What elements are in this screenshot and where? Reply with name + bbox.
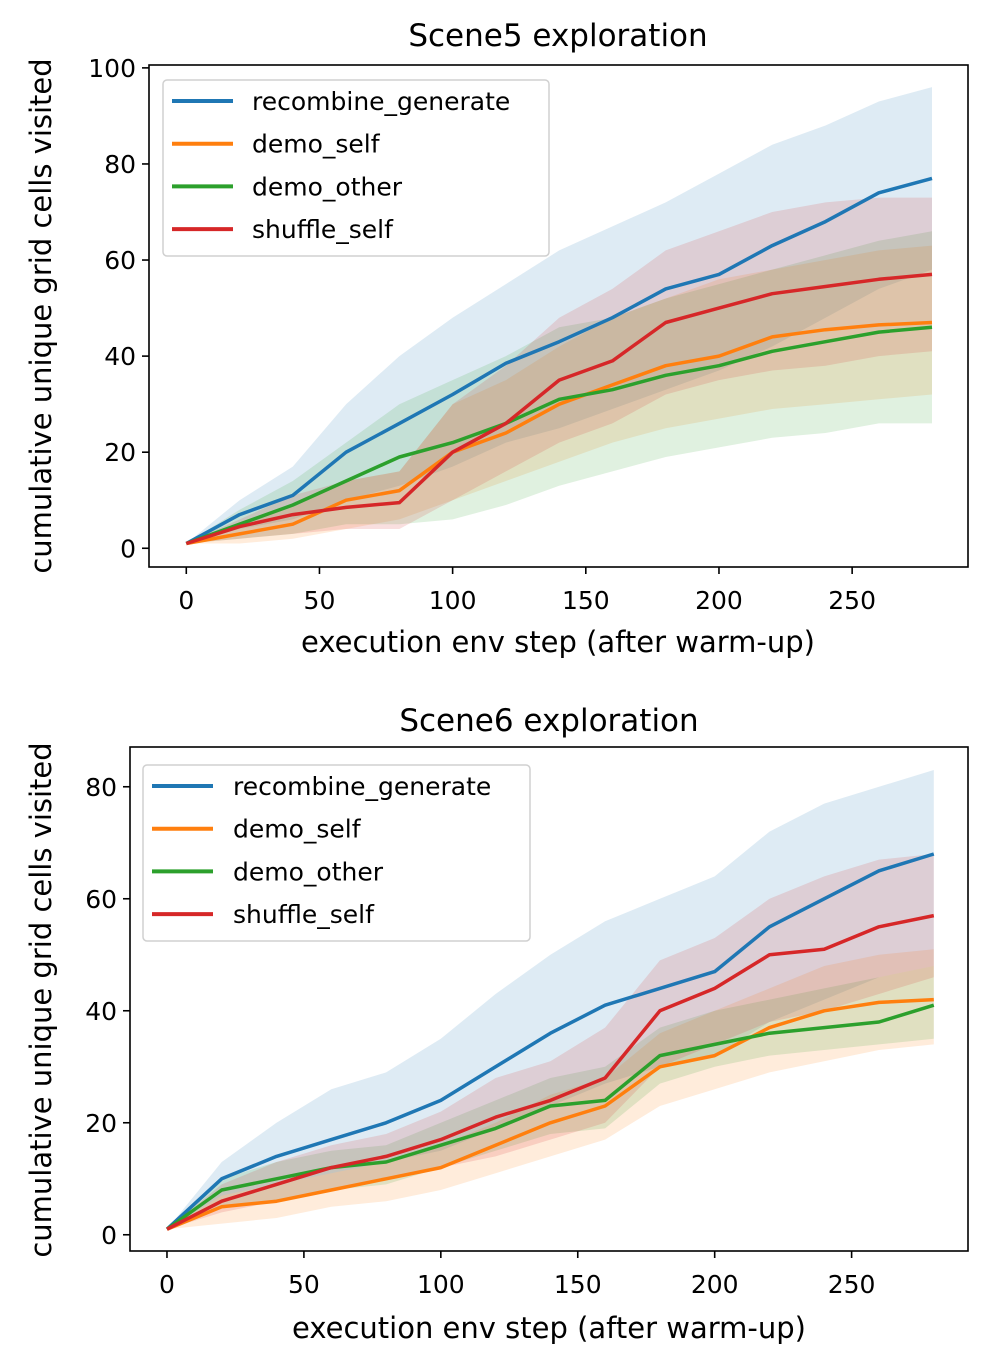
series-line-recombine_generate bbox=[185, 176, 933, 546]
x-tick-label: 250 bbox=[828, 1270, 876, 1299]
legend-box bbox=[142, 764, 531, 942]
y-tick-label: 20 bbox=[85, 1109, 117, 1138]
series-line-demo_other bbox=[165, 1003, 935, 1231]
plot-area bbox=[165, 770, 935, 1231]
axes-frame bbox=[148, 64, 969, 568]
confidence-band-recombine_generate bbox=[167, 770, 934, 1230]
series-line-shuffle_self bbox=[166, 913, 935, 1231]
x-tick-label: 100 bbox=[417, 1270, 465, 1299]
x-tick-label: 150 bbox=[554, 1270, 602, 1299]
y-tick-label: 80 bbox=[104, 150, 136, 179]
x-tick-label: 0 bbox=[178, 586, 194, 615]
legend-label: demo_self bbox=[252, 130, 381, 159]
x-tick-label: 200 bbox=[695, 586, 743, 615]
legend-label: recombine_generate bbox=[252, 87, 510, 116]
legend-label: shuffle_self bbox=[233, 900, 375, 929]
x-axis-label: execution env step (after warm-up) bbox=[301, 625, 815, 659]
x-tick-label: 150 bbox=[562, 586, 610, 615]
y-axis-label: cumulative unique grid cells visited bbox=[24, 742, 58, 1257]
y-tick-label: 100 bbox=[88, 54, 136, 83]
y-tick-label: 0 bbox=[120, 534, 136, 563]
confidence-band-demo_self bbox=[167, 949, 934, 1230]
series-line-demo_self bbox=[185, 320, 933, 546]
plot-area bbox=[185, 87, 933, 546]
y-tick-label: 40 bbox=[85, 997, 117, 1026]
x-tick-label: 100 bbox=[429, 586, 477, 615]
confidence-band-recombine_generate bbox=[186, 87, 933, 544]
legend-box bbox=[162, 79, 550, 257]
series-line-recombine_generate bbox=[165, 852, 935, 1231]
confidence-band-shuffle_self bbox=[186, 197, 933, 544]
series-line-demo_self bbox=[166, 997, 934, 1231]
chart-title: Scene6 exploration bbox=[399, 703, 698, 739]
confidence-band-demo_other bbox=[186, 231, 933, 544]
y-tick-label: 60 bbox=[104, 246, 136, 275]
x-tick-label: 50 bbox=[288, 1270, 320, 1299]
y-axis-label: cumulative unique grid cells visited bbox=[24, 58, 58, 573]
legend-label: recombine_generate bbox=[233, 772, 491, 801]
y-tick-label: 60 bbox=[85, 885, 117, 914]
x-tick-label: 50 bbox=[304, 586, 336, 615]
legend-label: shuffle_self bbox=[252, 215, 394, 244]
legend-label: demo_other bbox=[233, 857, 384, 886]
legend-label: demo_self bbox=[233, 815, 362, 844]
legend: recombine_generate demo_self demo_othershu… bbox=[142, 764, 531, 942]
x-tick-label: 250 bbox=[828, 586, 876, 615]
x-tick-label: 200 bbox=[691, 1270, 739, 1299]
x-tick-label: 0 bbox=[159, 1270, 175, 1299]
y-tick-label: 40 bbox=[104, 342, 136, 371]
series-line-shuffle_self bbox=[185, 272, 933, 546]
y-tick-label: 20 bbox=[104, 438, 136, 467]
chart-scene5: Scene5 exploration execution env step (a… bbox=[24, 18, 969, 659]
confidence-band-demo_self bbox=[186, 245, 933, 544]
legend: recombine_generate demo_self demo_othershu… bbox=[162, 79, 550, 257]
chart-scene6: Scene6 exploration execution env step (a… bbox=[24, 703, 969, 1345]
y-tick-label: 80 bbox=[85, 773, 117, 802]
legend-label: demo_other bbox=[252, 172, 403, 201]
x-axis-label: execution env step (after warm-up) bbox=[292, 1311, 806, 1345]
series-line-demo_other bbox=[185, 325, 933, 546]
y-tick-label: 0 bbox=[101, 1221, 117, 1250]
chart-title: Scene5 exploration bbox=[408, 18, 707, 54]
axes-frame bbox=[129, 746, 969, 1252]
